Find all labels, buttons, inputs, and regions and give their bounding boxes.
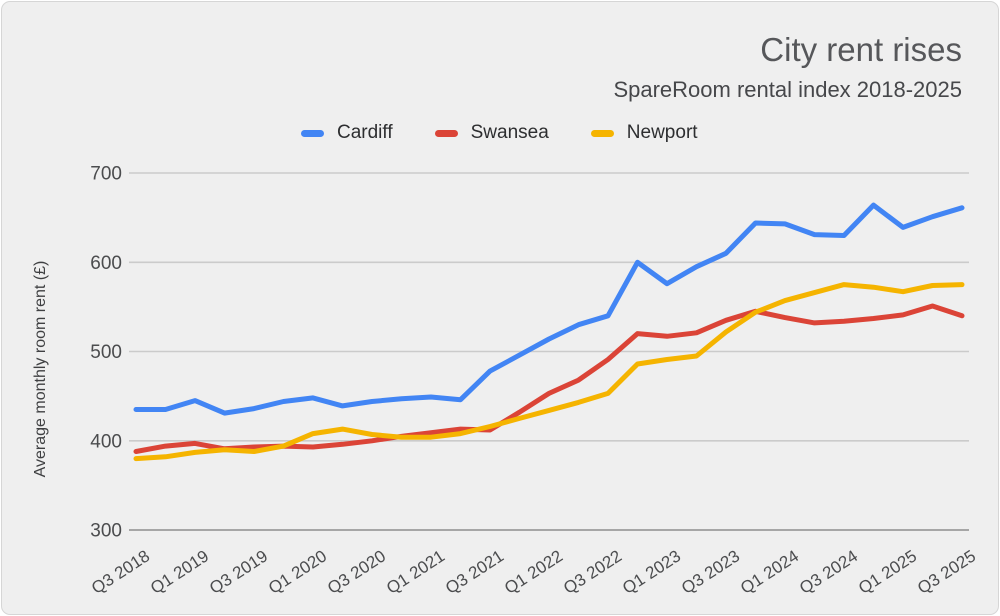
x-tick-label: Q1 2023 xyxy=(619,546,684,597)
cardiff-series-swatch-icon xyxy=(301,129,324,137)
x-tick-label: Q3 2024 xyxy=(796,546,861,597)
x-tick-label: Q1 2020 xyxy=(265,546,330,597)
legend-label-newport: Newport xyxy=(626,122,698,143)
x-tick-label: Q3 2021 xyxy=(442,546,507,597)
legend-item-swansea: Swansea xyxy=(434,122,549,144)
x-tick-label: Q1 2022 xyxy=(501,546,566,597)
x-tick-label: Q1 2019 xyxy=(147,546,212,597)
chart-subtitle: SpareRoom rental index 2018-2025 xyxy=(613,77,962,102)
swansea-series-swatch-icon xyxy=(434,129,458,137)
x-tick-label: Q1 2021 xyxy=(383,546,448,597)
y-tick-label: 700 xyxy=(90,164,122,185)
legend-label-cardiff: Cardiff xyxy=(337,122,393,143)
chart-title: City rent rises xyxy=(760,31,962,68)
series-line-cardiff xyxy=(133,202,965,416)
y-tick-label: 300 xyxy=(90,521,122,542)
x-tick-label: Q3 2020 xyxy=(324,546,389,597)
series-line-swansea xyxy=(133,303,965,454)
x-tick-label: Q1 2025 xyxy=(855,546,920,597)
series-line-newport xyxy=(133,282,965,462)
x-tick-label: Q1 2024 xyxy=(737,546,802,597)
x-tick-label: Q3 2025 xyxy=(914,546,979,597)
x-tick-label: Q3 2018 xyxy=(88,546,153,597)
legend-item-cardiff: Cardiff xyxy=(301,122,393,144)
newport-series-swatch-icon xyxy=(590,129,614,137)
legend-item-newport: Newport xyxy=(590,122,698,144)
x-tick-label: Q3 2022 xyxy=(560,546,625,597)
x-tick-label: Q3 2019 xyxy=(206,546,271,597)
y-tick-label: 600 xyxy=(90,253,122,274)
legend-label-swansea: Swansea xyxy=(470,122,549,143)
y-tick-label: 400 xyxy=(90,431,122,452)
y-tick-label: 500 xyxy=(90,342,122,363)
chart-legend: Cardiff Swansea Newport xyxy=(301,122,698,144)
x-tick-label: Q3 2023 xyxy=(678,546,743,597)
